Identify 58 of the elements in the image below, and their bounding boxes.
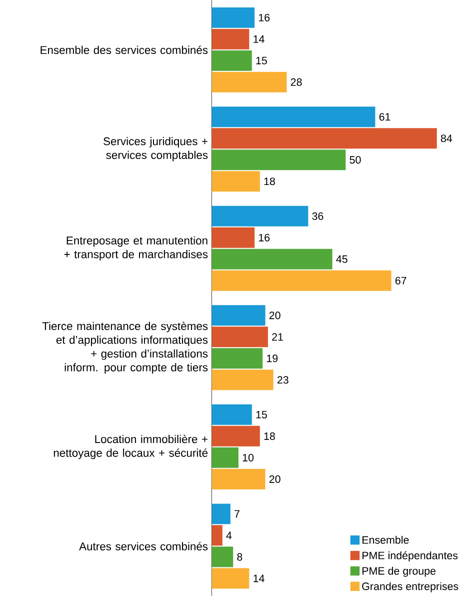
data-label: 4 bbox=[226, 532, 232, 540]
bar bbox=[212, 270, 392, 291]
data-label: 14 bbox=[254, 574, 265, 582]
legend-label: Ensemble bbox=[362, 536, 409, 544]
data-label: 18 bbox=[264, 178, 276, 186]
bar bbox=[212, 50, 252, 71]
data-label: 84 bbox=[441, 134, 452, 142]
bar bbox=[212, 426, 260, 446]
bar bbox=[212, 150, 346, 170]
legend-label: PME indépendantes bbox=[362, 551, 458, 562]
data-label: 8 bbox=[237, 553, 242, 561]
data-label: 28 bbox=[291, 78, 302, 86]
bar bbox=[212, 568, 250, 589]
data-label: 10 bbox=[243, 454, 254, 462]
bar bbox=[212, 504, 231, 524]
bar bbox=[212, 326, 268, 348]
data-label: 18 bbox=[264, 432, 276, 440]
bar bbox=[212, 206, 308, 226]
bar bbox=[212, 404, 252, 425]
data-label: 7 bbox=[234, 510, 240, 518]
bar bbox=[212, 128, 438, 149]
y-tick-label: Services juridiques + services comptables bbox=[104, 137, 208, 162]
data-label: 50 bbox=[350, 156, 361, 164]
data-label: 20 bbox=[270, 475, 281, 483]
y-tick-label: Autres services combinés bbox=[79, 542, 208, 550]
data-label: 67 bbox=[396, 276, 406, 284]
bar bbox=[212, 248, 332, 270]
data-label: 16 bbox=[259, 234, 270, 242]
bar bbox=[212, 546, 234, 568]
data-label: 15 bbox=[256, 410, 268, 418]
data-label: 61 bbox=[380, 113, 390, 121]
data-label: 14 bbox=[254, 35, 265, 43]
data-label: 15 bbox=[256, 56, 268, 64]
bar bbox=[212, 447, 239, 468]
data-label: 23 bbox=[278, 376, 289, 384]
bar bbox=[212, 106, 376, 128]
data-label: 16 bbox=[259, 14, 270, 22]
y-tick-label: Ensemble des services combinés bbox=[40, 46, 208, 54]
bar bbox=[212, 468, 266, 490]
legend-label: Grandes entreprises bbox=[362, 582, 458, 592]
bar bbox=[212, 7, 255, 28]
data-label: 45 bbox=[336, 255, 348, 263]
bar bbox=[212, 72, 287, 92]
bar bbox=[212, 525, 223, 546]
data-label: 21 bbox=[272, 333, 284, 341]
y-tick-label: Location immobilière + nettoyage de locaux + sécurité bbox=[54, 434, 208, 460]
bar bbox=[212, 227, 255, 248]
data-label: 36 bbox=[312, 212, 324, 220]
bar bbox=[212, 28, 250, 50]
legend-label: PME de groupe bbox=[362, 566, 436, 577]
bar bbox=[212, 370, 274, 390]
data-label: 20 bbox=[270, 312, 281, 320]
y-tick-label: Tierce maintenance de systèmes et d’applications informatiques + gestion d’installations inform. pour compte de tiers bbox=[42, 322, 208, 374]
bar bbox=[212, 171, 260, 192]
bar bbox=[212, 348, 263, 369]
data-label: 19 bbox=[267, 354, 278, 362]
y-tick-label: Entreposage et manutention + transport de marchandises bbox=[64, 236, 208, 260]
bar bbox=[212, 305, 266, 326]
